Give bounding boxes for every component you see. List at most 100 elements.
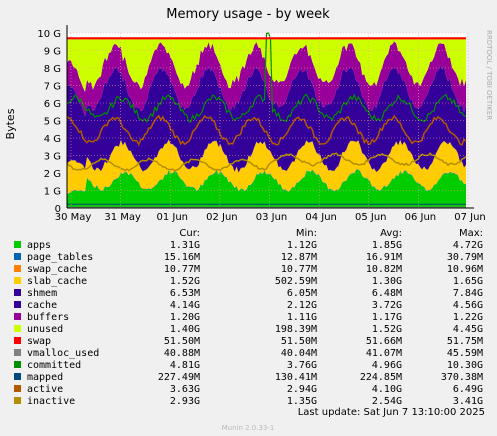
y-tick-label: 5 G xyxy=(44,117,61,128)
legend-cur-vmalloc_used: 40.88M xyxy=(164,348,200,359)
legend-cur-active: 3.63G xyxy=(170,384,200,395)
legend-max-buffers: 1.22G xyxy=(453,312,483,323)
x-tick-label: 02 Jun xyxy=(206,212,238,223)
line-active xyxy=(66,114,467,147)
legend-name-swap: swap xyxy=(27,336,51,347)
legend-name-committed: committed xyxy=(27,360,81,371)
legend-column-header: Avg: xyxy=(380,228,402,239)
y-tick-label: 9 G xyxy=(44,47,61,58)
legend-min-swap: 51.50M xyxy=(281,336,317,347)
legend-avg-slab_cache: 1.30G xyxy=(372,276,402,287)
legend-name-vmalloc_used: vmalloc_used xyxy=(27,348,99,359)
legend-max-active: 6.49G xyxy=(453,384,483,395)
legend-name-active: active xyxy=(27,384,63,395)
last-update-text: Last update: Sat Jun 7 13:10:00 2025 xyxy=(298,407,485,418)
line-committed xyxy=(66,32,467,123)
legend-name-slab_cache: slab_cache xyxy=(27,276,87,287)
legend-cur-apps: 1.31G xyxy=(170,240,200,251)
legend-swatch-cache xyxy=(14,301,21,308)
legend-min-active: 2.94G xyxy=(287,384,317,395)
legend-cur-unused: 1.40G xyxy=(170,324,200,335)
legend-avg-page_tables: 16.91M xyxy=(366,252,402,263)
legend-min-page_tables: 12.87M xyxy=(281,252,317,263)
y-tick-label: 0 xyxy=(55,204,61,215)
legend-avg-swap: 51.66M xyxy=(366,336,402,347)
munin-footer: Munin 2.0.33-1 xyxy=(222,424,275,432)
legend-max-cache: 4.56G xyxy=(453,300,483,311)
legend-cur-swap: 51.50M xyxy=(164,336,200,347)
legend-swatch-apps xyxy=(14,241,21,248)
legend-min-apps: 1.12G xyxy=(287,240,317,251)
y-axis-ticks: 0 1 G 2 G 3 G 4 G 5 G 6 G 7 G 8 G 9 G 10 G xyxy=(37,29,61,215)
x-tick-label: 01 Jun xyxy=(156,212,188,223)
legend-min-swap_cache: 10.77M xyxy=(281,264,317,275)
legend-max-unused: 4.45G xyxy=(453,324,483,335)
legend-swatch-mapped xyxy=(14,373,21,380)
legend-cur-page_tables: 15.16M xyxy=(164,252,200,263)
legend-table: Cur: Min: Avg: Max: apps 1.31G 1.12G 1.85G 4.72G… xyxy=(14,228,483,407)
grid-lines xyxy=(66,25,474,209)
legend-column-header: Cur: xyxy=(179,228,200,239)
legend-cur-committed: 4.81G xyxy=(170,360,200,371)
x-axis-ticks: 30 May 31 May 01 Jun 02 Jun 03 Jun 04 Jun 05 J… xyxy=(55,212,486,223)
chart-title: Memory usage - by week xyxy=(166,7,330,22)
area-unused xyxy=(67,39,466,92)
legend-column-header: Max: xyxy=(459,228,483,239)
legend-avg-active: 4.10G xyxy=(372,384,402,395)
x-tick-label: 03 Jun xyxy=(256,212,288,223)
legend-max-page_tables: 30.79M xyxy=(447,252,483,263)
legend-min-vmalloc_used: 40.04M xyxy=(281,348,317,359)
legend-swatch-committed xyxy=(14,361,21,368)
legend-swatch-swap xyxy=(14,337,21,344)
legend-swatch-slab_cache xyxy=(14,277,21,284)
legend-avg-unused: 1.52G xyxy=(372,324,402,335)
x-tick-label: 04 Jun xyxy=(305,212,337,223)
y-axis-label: Bytes xyxy=(4,108,17,139)
legend-min-cache: 2.12G xyxy=(287,300,317,311)
legend-avg-mapped: 224.85M xyxy=(360,372,402,383)
legend-name-buffers: buffers xyxy=(27,312,69,323)
area-page_tables xyxy=(67,169,466,195)
legend-max-slab_cache: 1.65G xyxy=(453,276,483,287)
line-inactive xyxy=(66,152,467,172)
legend-swatch-active xyxy=(14,385,21,392)
rrdtool-watermark: RRDTOOL / TOBI OETIKER xyxy=(485,30,493,120)
legend-swatch-unused xyxy=(14,325,21,332)
x-tick-label: 07 Jun xyxy=(454,212,486,223)
legend-avg-swap_cache: 10.82M xyxy=(366,264,402,275)
legend-swatch-shmem xyxy=(14,289,21,296)
y-tick-label: 1 G xyxy=(44,187,61,198)
y-tick-label: 8 G xyxy=(44,64,61,75)
legend-max-inactive: 3.41G xyxy=(453,396,483,407)
area-cache xyxy=(67,64,466,173)
legend-cur-slab_cache: 1.52G xyxy=(170,276,200,287)
legend-cur-inactive: 2.93G xyxy=(170,396,200,407)
legend-name-unused: unused xyxy=(27,324,63,335)
y-tick-label: 7 G xyxy=(44,82,61,93)
x-tick-label: 30 May xyxy=(55,212,92,223)
x-tick-label: 05 Jun xyxy=(355,212,387,223)
legend-cur-buffers: 1.20G xyxy=(170,312,200,323)
legend-name-page_tables: page_tables xyxy=(27,252,93,263)
legend-max-shmem: 7.84G xyxy=(453,288,483,299)
legend-name-inactive: inactive xyxy=(27,396,75,407)
y-tick-label: 2 G xyxy=(44,169,61,180)
legend-max-committed: 10.30G xyxy=(447,360,483,371)
legend-max-vmalloc_used: 45.59M xyxy=(447,348,483,359)
legend-cur-cache: 4.14G xyxy=(170,300,200,311)
legend-min-buffers: 1.11G xyxy=(287,312,317,323)
legend-avg-inactive: 2.54G xyxy=(372,396,402,407)
legend-swatch-page_tables xyxy=(14,253,21,260)
legend-max-mapped: 370.38M xyxy=(441,372,483,383)
y-tick-label: 4 G xyxy=(44,134,61,145)
legend-avg-vmalloc_used: 41.07M xyxy=(366,348,402,359)
legend-max-swap_cache: 10.96M xyxy=(447,264,483,275)
legend-avg-buffers: 1.17G xyxy=(372,312,402,323)
legend-name-cache: cache xyxy=(27,300,57,311)
legend-min-unused: 198.39M xyxy=(275,324,317,335)
area-slab_cache xyxy=(67,139,466,194)
legend-swatch-buffers xyxy=(14,313,21,320)
y-tick-label: 3 G xyxy=(44,152,61,163)
legend-cur-mapped: 227.49M xyxy=(158,372,200,383)
